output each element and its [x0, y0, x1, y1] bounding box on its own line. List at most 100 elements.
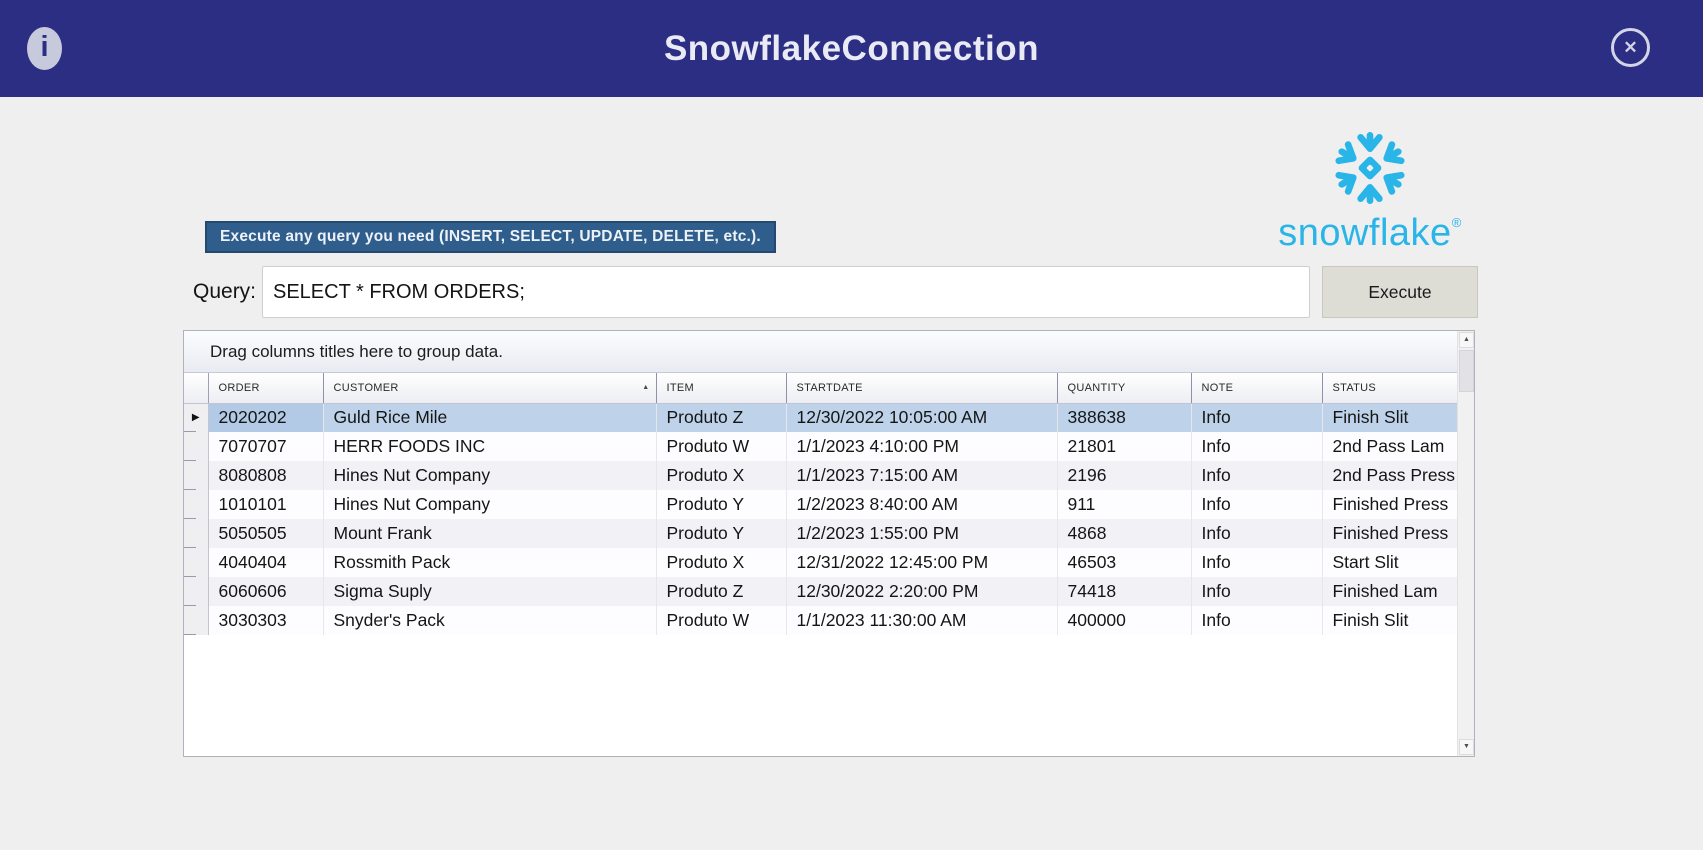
cell-note[interactable]: Info — [1191, 490, 1323, 519]
cell-quantity[interactable]: 2196 — [1057, 461, 1192, 490]
cell-note[interactable]: Info — [1191, 606, 1323, 635]
column-header-quantity[interactable]: QUANTITY — [1057, 373, 1192, 404]
snowflake-icon — [1330, 128, 1410, 208]
cell-customer[interactable]: Guld Rice Mile — [323, 403, 657, 432]
cell-note[interactable]: Info — [1191, 432, 1323, 461]
snowflake-logo: snowflake® — [1265, 128, 1475, 255]
cell-startdate[interactable]: 12/30/2022 2:20:00 PM — [786, 577, 1058, 606]
cell-item[interactable]: Produto Y — [656, 519, 787, 548]
column-header-order[interactable]: ORDER — [208, 373, 324, 404]
cell-status[interactable]: Finished Press — [1322, 490, 1457, 519]
cell-status[interactable]: Start Slit — [1322, 548, 1457, 577]
cell-note[interactable]: Info — [1191, 548, 1323, 577]
cell-customer[interactable]: Sigma Suply — [323, 577, 657, 606]
cell-quantity[interactable]: 388638 — [1057, 403, 1192, 432]
cell-quantity[interactable]: 4868 — [1057, 519, 1192, 548]
column-header-label: NOTE — [1201, 381, 1234, 394]
cell-startdate[interactable]: 12/30/2022 10:05:00 AM — [786, 403, 1058, 432]
cell-item[interactable]: Produto W — [656, 606, 787, 635]
table-row[interactable]: 1010101 Hines Nut Company Produto Y 1/2/202… — [184, 490, 1457, 519]
cell-order[interactable]: 6060606 — [208, 577, 324, 606]
selected-row-indicator[interactable]: ▶ — [184, 403, 209, 432]
cell-customer[interactable]: Hines Nut Company — [323, 490, 657, 519]
snowflake-wordmark: snowflake® — [1278, 212, 1462, 254]
execute-button[interactable]: Execute — [1322, 266, 1478, 318]
column-header-item[interactable]: ITEM — [656, 373, 787, 404]
cell-item[interactable]: Produto W — [656, 432, 787, 461]
cell-order[interactable]: 1010101 — [208, 490, 324, 519]
vertical-scrollbar[interactable]: ▲ ▼ — [1457, 331, 1474, 756]
cell-customer[interactable]: Rossmith Pack — [323, 548, 657, 577]
scroll-down-icon[interactable]: ▼ — [1459, 739, 1474, 755]
row-header[interactable] — [184, 519, 209, 548]
cell-quantity[interactable]: 46503 — [1057, 548, 1192, 577]
cell-startdate[interactable]: 12/31/2022 12:45:00 PM — [786, 548, 1058, 577]
info-icon[interactable]: i — [27, 27, 62, 70]
cell-startdate[interactable]: 1/2/2023 8:40:00 AM — [786, 490, 1058, 519]
column-header-label: STARTDATE — [796, 381, 863, 394]
row-header[interactable] — [184, 432, 209, 461]
column-header-note[interactable]: NOTE — [1191, 373, 1323, 404]
cell-customer[interactable]: Hines Nut Company — [323, 461, 657, 490]
group-by-panel[interactable]: Drag columns titles here to group data. — [184, 331, 1457, 373]
cell-quantity[interactable]: 911 — [1057, 490, 1192, 519]
grid-content: Drag columns titles here to group data. … — [184, 331, 1457, 756]
cell-status[interactable]: Finish Slit — [1322, 606, 1457, 635]
row-header[interactable] — [184, 461, 209, 490]
table-row[interactable]: 4040404 Rossmith Pack Produto X 12/31/2022 … — [184, 548, 1457, 577]
cell-status[interactable]: 2nd Pass Press — [1322, 461, 1457, 490]
cell-startdate[interactable]: 1/1/2023 7:15:00 AM — [786, 461, 1058, 490]
table-row[interactable]: 7070707 HERR FOODS INC Produto W 1/1/2023 4… — [184, 432, 1457, 461]
query-input[interactable] — [262, 266, 1310, 318]
column-header-startdate[interactable]: STARTDATE — [786, 373, 1058, 404]
cell-order[interactable]: 5050505 — [208, 519, 324, 548]
cell-item[interactable]: Produto Z — [656, 403, 787, 432]
cell-order[interactable]: 8080808 — [208, 461, 324, 490]
cell-status[interactable]: Finished Lam — [1322, 577, 1457, 606]
cell-note[interactable]: Info — [1191, 403, 1323, 432]
sort-ascending-icon: ▲ — [642, 384, 650, 391]
cell-quantity[interactable]: 74418 — [1057, 577, 1192, 606]
row-header[interactable] — [184, 606, 209, 635]
cell-quantity[interactable]: 21801 — [1057, 432, 1192, 461]
cell-customer[interactable]: HERR FOODS INC — [323, 432, 657, 461]
cell-note[interactable]: Info — [1191, 577, 1323, 606]
cell-order[interactable]: 4040404 — [208, 548, 324, 577]
table-row[interactable]: 6060606 Sigma Suply Produto Z 12/30/2022 2:… — [184, 577, 1457, 606]
cell-quantity[interactable]: 400000 — [1057, 606, 1192, 635]
table-row[interactable]: ▶ 2020202 Guld Rice Mile Produto Z 12/30/202… — [184, 403, 1457, 432]
title-bar: i SnowflakeConnection ✕ — [0, 0, 1703, 97]
cell-order[interactable]: 7070707 — [208, 432, 324, 461]
table-row[interactable]: 3030303 Snyder's Pack Produto W 1/1/2023 11… — [184, 606, 1457, 635]
cell-item[interactable]: Produto Y — [656, 490, 787, 519]
row-header[interactable] — [184, 548, 209, 577]
row-header[interactable] — [184, 577, 209, 606]
cell-item[interactable]: Produto Z — [656, 577, 787, 606]
cell-customer[interactable]: Snyder's Pack — [323, 606, 657, 635]
column-header-customer[interactable]: CUSTOMER ▲ — [323, 373, 657, 404]
cell-customer[interactable]: Mount Frank — [323, 519, 657, 548]
cell-note[interactable]: Info — [1191, 461, 1323, 490]
scroll-up-icon[interactable]: ▲ — [1459, 332, 1474, 348]
scrollbar-thumb[interactable] — [1459, 350, 1474, 392]
results-grid: Drag columns titles here to group data. … — [183, 330, 1475, 757]
cell-note[interactable]: Info — [1191, 519, 1323, 548]
cell-status[interactable]: Finish Slit — [1322, 403, 1457, 432]
column-header-status[interactable]: STATUS — [1322, 373, 1457, 404]
cell-status[interactable]: 2nd Pass Lam — [1322, 432, 1457, 461]
table-row[interactable]: 8080808 Hines Nut Company Produto X 1/1/202… — [184, 461, 1457, 490]
cell-order[interactable]: 3030303 — [208, 606, 324, 635]
table-row[interactable]: 5050505 Mount Frank Produto Y 1/2/2023 1:55… — [184, 519, 1457, 548]
cell-item[interactable]: Produto X — [656, 461, 787, 490]
cell-item[interactable]: Produto X — [656, 548, 787, 577]
cell-startdate[interactable]: 1/1/2023 11:30:00 AM — [786, 606, 1058, 635]
cell-startdate[interactable]: 1/2/2023 1:55:00 PM — [786, 519, 1058, 548]
cell-status[interactable]: Finished Press — [1322, 519, 1457, 548]
cell-order[interactable]: 2020202 — [208, 403, 324, 432]
header-row: ORDER CUSTOMER ▲ ITEM STARTDATE QUANTITY NOTE S… — [184, 373, 1457, 404]
close-icon[interactable]: ✕ — [1611, 28, 1650, 67]
row-header[interactable] — [184, 490, 209, 519]
cell-startdate[interactable]: 1/1/2023 4:10:00 PM — [786, 432, 1058, 461]
column-header-label: QUANTITY — [1067, 381, 1126, 394]
row-header-corner[interactable] — [184, 373, 209, 404]
